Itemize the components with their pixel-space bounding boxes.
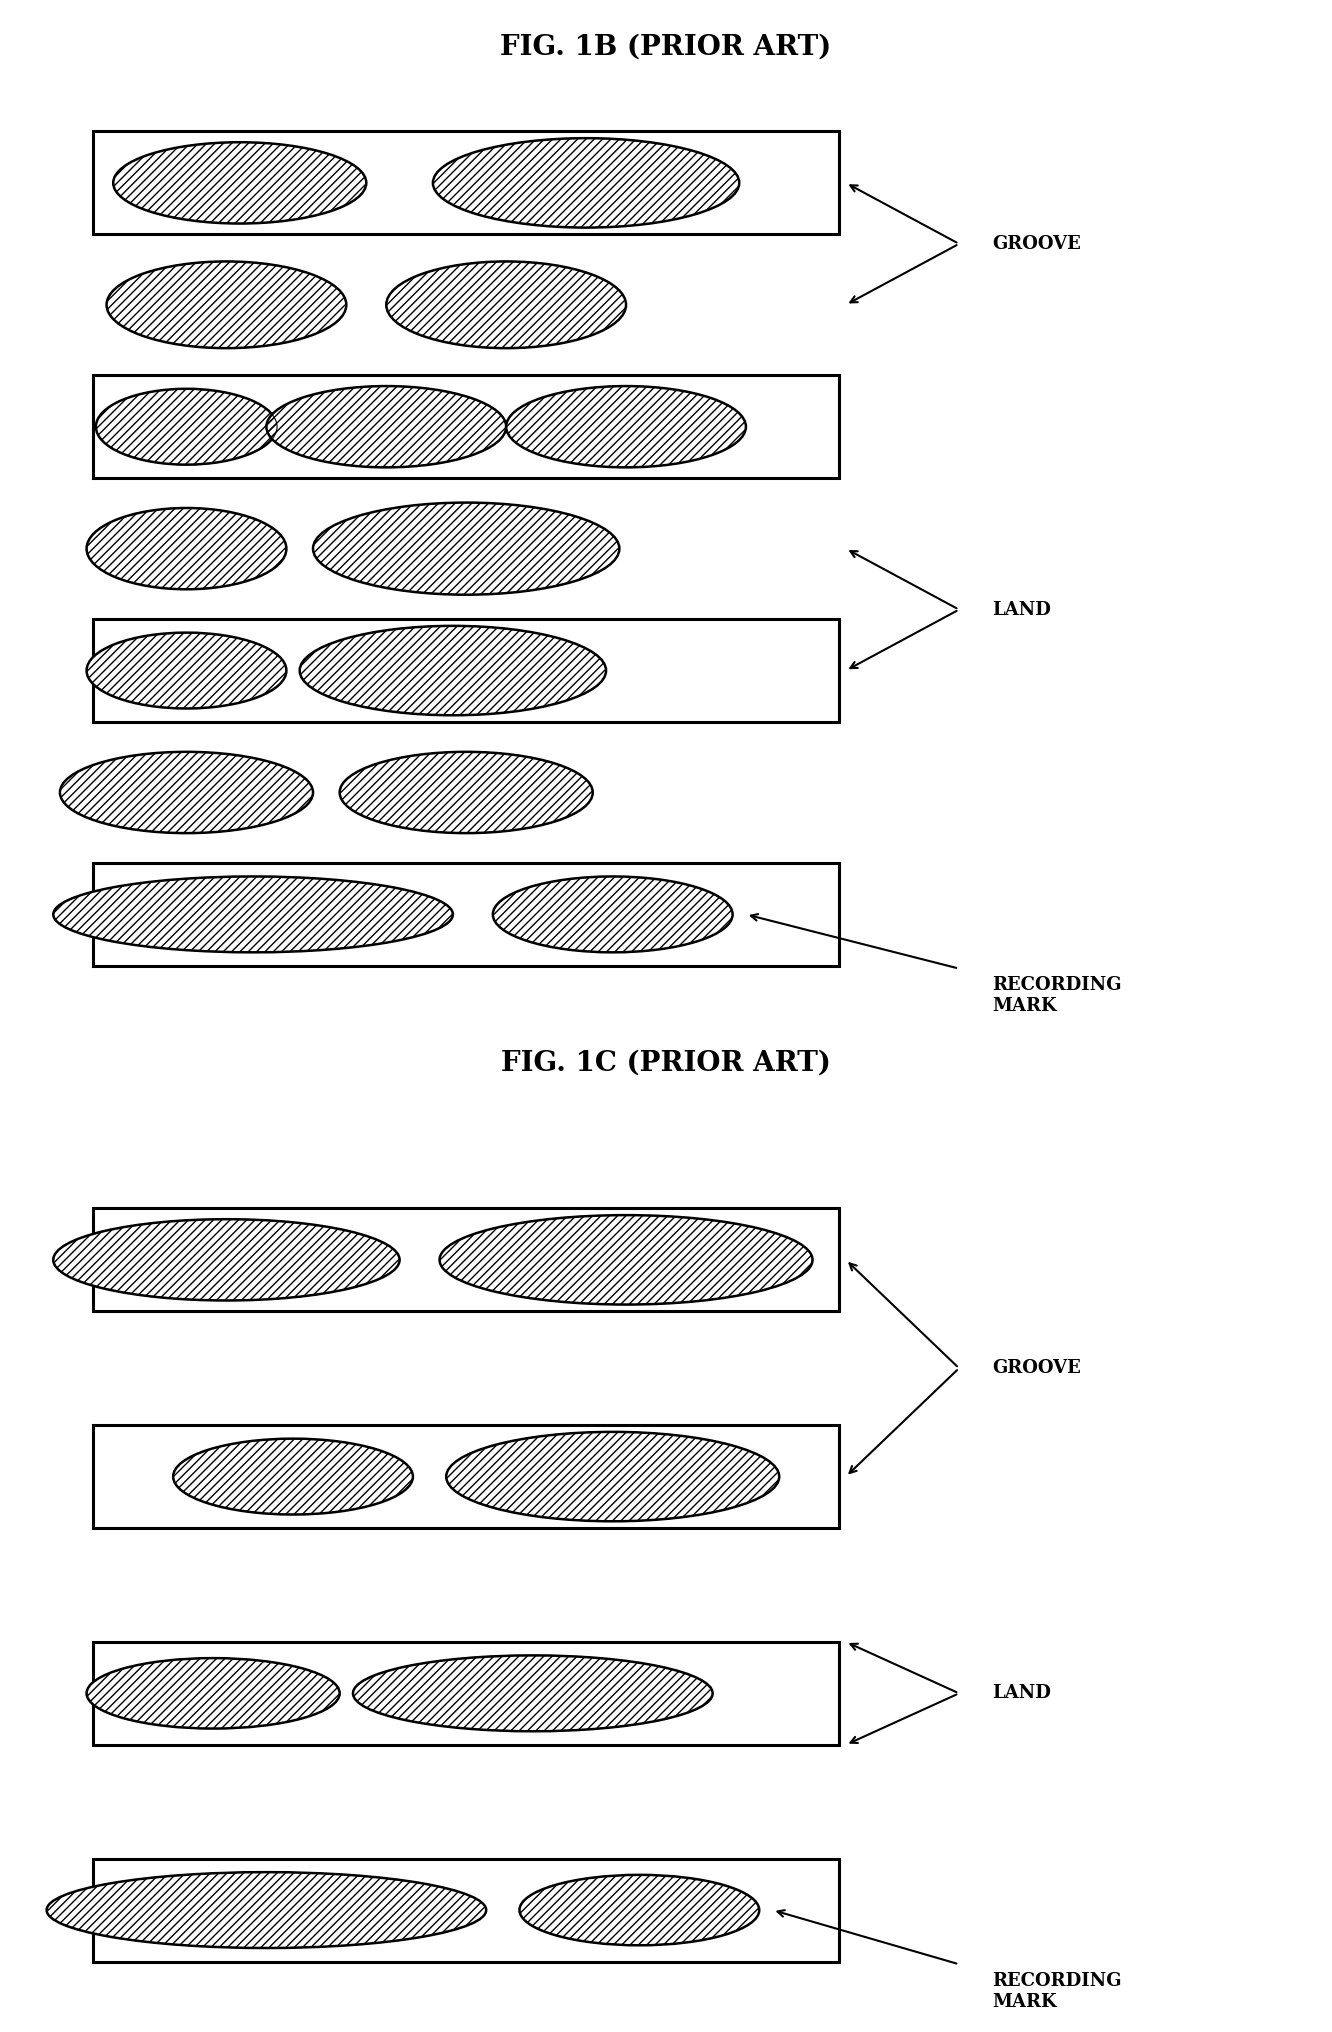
Ellipse shape [506,386,746,467]
Bar [93,864,839,965]
Bar [93,1424,839,1528]
Ellipse shape [53,876,453,953]
Text: FIG. 1C (PRIOR ART): FIG. 1C (PRIOR ART) [501,1051,831,1077]
Ellipse shape [60,752,313,833]
Text: RECORDING
MARK: RECORDING MARK [992,1971,1122,2012]
Ellipse shape [53,1219,400,1300]
Text: RECORDING
MARK: RECORDING MARK [992,975,1122,1016]
Ellipse shape [340,752,593,833]
Ellipse shape [519,1876,759,1945]
Bar [93,132,839,234]
Ellipse shape [87,632,286,709]
Ellipse shape [300,626,606,715]
Ellipse shape [173,1439,413,1514]
Ellipse shape [493,876,733,953]
Ellipse shape [446,1433,779,1522]
Text: LAND: LAND [992,1685,1051,1703]
Text: LAND: LAND [992,601,1051,618]
Ellipse shape [440,1215,813,1305]
Ellipse shape [386,262,626,347]
Text: GROOVE: GROOVE [992,236,1082,252]
Bar [93,376,839,478]
Ellipse shape [113,142,366,224]
Bar [93,620,839,721]
Text: FIG. 1B (PRIOR ART): FIG. 1B (PRIOR ART) [501,35,831,61]
Ellipse shape [353,1656,713,1731]
Ellipse shape [47,1871,486,1949]
Bar [93,1859,839,1961]
Text: GROOVE: GROOVE [992,1359,1082,1378]
Bar [93,1209,839,1311]
Ellipse shape [87,508,286,589]
Ellipse shape [107,262,346,347]
Ellipse shape [433,138,739,228]
Ellipse shape [266,386,506,467]
Bar [93,1642,839,1745]
Ellipse shape [313,502,619,595]
Ellipse shape [87,1658,340,1729]
Ellipse shape [96,388,277,465]
